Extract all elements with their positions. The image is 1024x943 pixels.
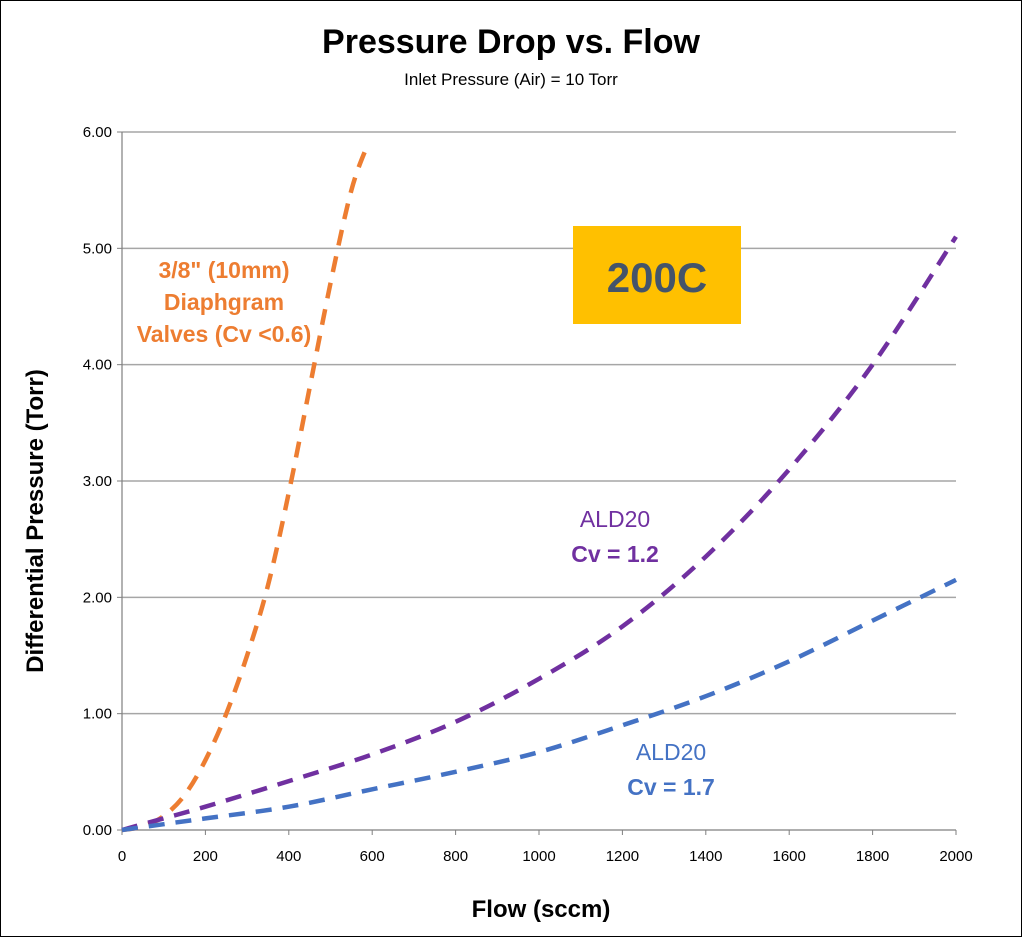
y-axis-label: Differential Pressure (Torr)	[22, 369, 49, 673]
series-ald20-cv12-label-line-1: Cv = 1.2	[571, 541, 659, 567]
x-tick-label-1: 200	[193, 848, 218, 865]
y-tick-label-4: 4.00	[83, 357, 112, 374]
series-diaphragm-valves-label-line-0: 3/8" (10mm)	[158, 257, 289, 283]
y-tick-label-3: 3.00	[83, 473, 112, 490]
series-ald20-cv12-label-line-0: ALD20	[580, 506, 650, 532]
temperature-badge: 200C	[573, 226, 741, 324]
series-ald20-cv17-label-line-1: Cv = 1.7	[627, 774, 715, 800]
series-diaphragm-valves-label-line-2: Valves (Cv <0.6)	[137, 321, 312, 347]
series-ald20-cv17-label-line-0: ALD20	[636, 739, 706, 765]
chart-title: Pressure Drop vs. Flow	[322, 23, 700, 61]
label-layer: 3/8" (10mm) Diaphgram Valves (Cv <0.6) ALD2…	[137, 257, 715, 800]
series-layer	[121, 142, 958, 833]
series-ald20-cv12-line	[121, 235, 958, 833]
y-tick-label-5: 5.00	[83, 240, 112, 257]
series-ald20-cv17-line	[121, 577, 957, 833]
y-tick-label-6: 6.00	[83, 124, 112, 141]
x-tick-label-8: 1600	[773, 848, 806, 865]
x-tick-label-4: 800	[443, 848, 468, 865]
x-axis-label: Flow (sccm)	[472, 896, 611, 923]
series-diaphragm-valves-line	[121, 142, 371, 833]
badge-background	[573, 226, 741, 324]
series-diaphragm-valves-label-line-1: Diaphgram	[164, 289, 284, 315]
x-tick-label-3: 600	[360, 848, 385, 865]
x-tick-label-6: 1200	[606, 848, 639, 865]
x-tick-label-5: 1000	[522, 848, 555, 865]
y-tick-label-1: 1.00	[83, 706, 112, 723]
chart-subtitle: Inlet Pressure (Air) = 10 Torr	[404, 70, 618, 89]
x-tick-label-2: 400	[276, 848, 301, 865]
y-tick-label-2: 2.00	[83, 589, 112, 606]
x-tick-label-7: 1400	[689, 848, 722, 865]
grid-layer	[122, 131, 956, 715]
x-tick-label-9: 1800	[856, 848, 889, 865]
x-tick-label-10: 2000	[939, 848, 972, 865]
badge-text: 200C	[607, 254, 707, 301]
x-tick-label-0: 0	[118, 848, 126, 865]
y-tick-label-0: 0.00	[83, 822, 112, 839]
axis-layer: 0.00 1.00 2.00 3.00 4.00 5.00 6.00 0 200 400 600 80…	[83, 124, 973, 865]
